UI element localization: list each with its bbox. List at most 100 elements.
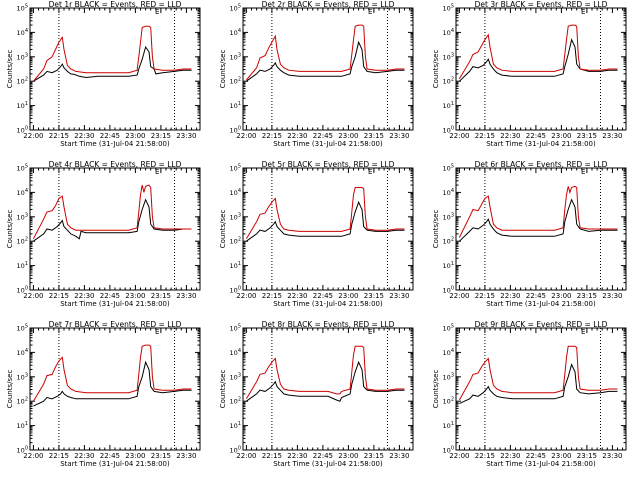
x-tick-label: 23:30 — [176, 132, 196, 140]
marker-label: E — [155, 328, 159, 336]
y-tick-label: 105 — [230, 324, 241, 333]
x-tick-label: 22:30 — [287, 452, 307, 460]
events-series-line — [459, 363, 618, 405]
y-tick-label: 104 — [230, 28, 241, 37]
y-axis-label: Counts/sec — [219, 210, 227, 249]
y-tick-label: 103 — [17, 372, 28, 381]
x-tick-label: 22:15 — [475, 292, 495, 300]
x-axis-label: Start Time (31-Jul-04 21:58:00) — [486, 460, 596, 468]
y-tick-label: 101 — [230, 261, 241, 270]
x-tick-label: 23:30 — [602, 292, 622, 300]
x-axis-label: Start Time (31-Jul-04 21:58:00) — [60, 460, 170, 468]
y-tick-label: 104 — [17, 348, 28, 357]
y-tick-label: 101 — [17, 261, 28, 270]
x-axis-label: Start Time (31-Jul-04 21:58:00) — [60, 140, 170, 148]
y-tick-label: 105 — [17, 164, 28, 173]
y-tick-label: 100 — [230, 446, 241, 455]
lld-series-line — [245, 187, 405, 240]
x-tick-label: 23:30 — [602, 452, 622, 460]
x-tick-label: 22:15 — [475, 132, 495, 140]
x-tick-label: 23:15 — [364, 452, 384, 460]
x-tick-label: 22:15 — [475, 452, 495, 460]
y-tick-label: 105 — [17, 324, 28, 333]
marker-label: E — [368, 328, 372, 336]
x-axis-label: Start Time (31-Jul-04 21:58:00) — [273, 140, 383, 148]
plot-panel-4: Det 4r BLACK = Events, RED = LLD 100 101 10… — [6, 160, 201, 308]
plot-title: Det 6r BLACK = Events, RED = LLD — [475, 160, 608, 169]
y-tick-label: 102 — [230, 397, 241, 406]
events-series-line — [33, 198, 192, 242]
x-tick-label: 22:45 — [526, 132, 546, 140]
x-tick-label: 23:00 — [125, 132, 145, 140]
y-tick-label: 101 — [230, 101, 241, 110]
x-tick-label: 22:30 — [500, 292, 520, 300]
x-axis-label: Start Time (31-Jul-04 21:58:00) — [60, 300, 170, 308]
x-tick-label: 23:00 — [125, 452, 145, 460]
x-tick-label: 23:30 — [389, 452, 409, 460]
x-tick-label: 22:30 — [500, 132, 520, 140]
y-axis-label: Counts/sec — [219, 50, 227, 89]
y-tick-label: 104 — [443, 348, 454, 357]
y-axis-label: Counts/sec — [6, 370, 14, 409]
marker-label: E — [368, 168, 372, 176]
plot-title: Det 3r BLACK = Events, RED = LLD — [475, 0, 608, 9]
events-series-line — [246, 200, 405, 242]
plot-title: Det 9r BLACK = Events, RED = LLD — [475, 320, 608, 329]
y-tick-label: 104 — [230, 348, 241, 357]
y-tick-label: 104 — [443, 188, 454, 197]
y-tick-label: 103 — [230, 52, 241, 61]
marker-label: E — [581, 328, 585, 336]
y-tick-label: 101 — [443, 261, 454, 270]
y-tick-label: 105 — [230, 164, 241, 173]
y-tick-label: 103 — [230, 212, 241, 221]
y-tick-label: 103 — [230, 372, 241, 381]
y-tick-label: 102 — [443, 237, 454, 246]
x-tick-label: 22:30 — [74, 452, 94, 460]
y-tick-label: 100 — [443, 446, 454, 455]
lld-series-line — [246, 24, 405, 81]
x-tick-label: 23:00 — [338, 452, 358, 460]
marker-label: E — [581, 168, 585, 176]
y-tick-label: 102 — [17, 397, 28, 406]
plot-title: Det 7r BLACK = Events, RED = LLD — [49, 320, 182, 329]
events-series-line — [33, 45, 192, 82]
x-tick-label: 23:00 — [338, 132, 358, 140]
y-tick-label: 103 — [443, 52, 454, 61]
y-tick-label: 105 — [230, 4, 241, 13]
x-tick-label: 22:00 — [236, 292, 256, 300]
y-tick-label: 103 — [443, 372, 454, 381]
x-tick-label: 23:00 — [125, 292, 145, 300]
plot-title: Det 8r BLACK = Events, RED = LLD — [262, 320, 395, 329]
plot-title: Det 4r BLACK = Events, RED = LLD — [49, 160, 182, 169]
x-tick-label: 22:45 — [100, 292, 120, 300]
y-axis-label: Counts/sec — [432, 50, 440, 89]
x-tick-label: 22:15 — [49, 452, 69, 460]
x-axis-label: Start Time (31-Jul-04 21:58:00) — [486, 140, 596, 148]
x-tick-label: 22:00 — [23, 292, 43, 300]
plot-panel-1: Det 1r BLACK = Events, RED = LLD 100 101 10… — [6, 0, 201, 148]
x-tick-label: 23:15 — [151, 452, 171, 460]
y-tick-label: 105 — [443, 4, 454, 13]
x-tick-label: 23:30 — [176, 452, 196, 460]
y-axis-label: Counts/sec — [6, 50, 14, 89]
y-tick-label: 100 — [17, 446, 28, 455]
x-axis-label: Start Time (31-Jul-04 21:58:00) — [273, 300, 383, 308]
lld-series-line — [458, 24, 618, 80]
y-tick-label: 100 — [230, 286, 241, 295]
x-tick-label: 22:45 — [526, 292, 546, 300]
x-tick-label: 22:00 — [23, 452, 43, 460]
x-tick-label: 22:15 — [49, 292, 69, 300]
lld-series-line — [32, 184, 192, 240]
y-tick-label: 100 — [17, 126, 28, 135]
x-axis-label: Start Time (31-Jul-04 21:58:00) — [273, 460, 383, 468]
y-tick-label: 104 — [443, 28, 454, 37]
y-tick-label: 100 — [230, 126, 241, 135]
lld-series-line — [245, 345, 405, 400]
y-tick-label: 102 — [443, 77, 454, 86]
plot-panel-9: Det 9r BLACK = Events, RED = LLD 100 101 10… — [432, 320, 627, 468]
x-tick-label: 22:30 — [287, 132, 307, 140]
x-tick-label: 22:15 — [262, 292, 282, 300]
x-tick-label: 23:15 — [364, 132, 384, 140]
x-tick-label: 22:00 — [236, 452, 256, 460]
